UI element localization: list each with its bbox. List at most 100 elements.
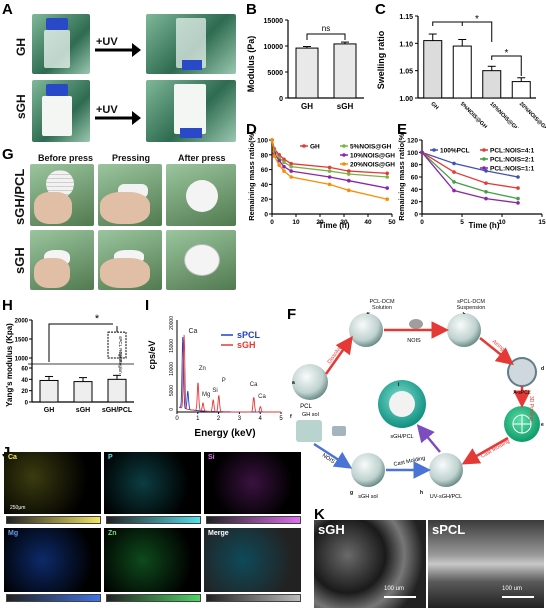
panel-label-i: I	[145, 297, 150, 314]
d-point-0-5	[327, 165, 332, 170]
h-ytick-label-2: 40	[21, 378, 28, 384]
c-xtick-label-2: 10%NOIS@GH	[488, 101, 519, 128]
d-point-0-4	[289, 161, 293, 166]
map-si: Si	[204, 452, 301, 514]
scale-p	[106, 516, 201, 524]
node-h-uvsghpcl	[429, 453, 463, 487]
d-xtick-label-0: 0	[270, 219, 274, 226]
map-merge-label: Merge	[208, 530, 229, 537]
d-point-2-4	[289, 169, 293, 173]
chart-e-ylabel: Remaining mass ratio(%)	[397, 132, 406, 221]
i-xtick-label-3: 3	[238, 416, 242, 422]
arrow-dissolve	[324, 335, 353, 375]
arrow-nois-label: NOIS	[407, 338, 421, 344]
e-point-3-1	[452, 188, 456, 193]
c-bar-2	[482, 70, 502, 99]
arrow-airing-label: Airing	[491, 339, 506, 353]
h-ytick-label-4: 1000	[15, 357, 29, 363]
node-g-letter: g	[350, 490, 353, 496]
i-xtick-label-4: 4	[259, 416, 263, 422]
arrow-purple	[416, 424, 441, 453]
d-legend-label-2: 10%NOIS@GH	[350, 153, 395, 160]
e-point-3-0	[420, 150, 424, 155]
h-annot-spcl: sPCL Region	[118, 336, 123, 363]
d-point-0-7	[385, 171, 389, 176]
d-xtick-label-1: 10	[292, 219, 300, 226]
map-zn-label: Zn	[108, 530, 117, 537]
d-point-0-3	[282, 157, 286, 162]
e-point-3-3	[516, 201, 520, 205]
c-ytick-label-2: 1.10	[399, 41, 413, 48]
col-label-after: After press	[178, 153, 226, 163]
panel-label-a: A	[2, 1, 13, 18]
d-ytick-label-0: 0	[264, 212, 268, 219]
col-label-pressing: Pressing	[112, 153, 151, 163]
node-g-sghsol	[351, 453, 385, 487]
e-ytick-label-2: 40	[411, 187, 419, 194]
sem-sgh-scalebar	[384, 596, 416, 598]
d-point-3-0	[270, 138, 274, 142]
node-f-letter: f	[290, 414, 292, 420]
uv-arrowhead-1	[132, 43, 141, 57]
row-label-sgh-g: sGH	[12, 247, 27, 275]
sem-sgh-scale: 100 um	[384, 586, 405, 592]
e-point-0-2	[484, 169, 488, 173]
panel-label-h: H	[2, 297, 13, 314]
b-ytick-label-0: 0	[279, 96, 283, 103]
node-a-letter: a	[292, 380, 295, 386]
panel-label-b: B	[246, 1, 257, 18]
sem-sgh-label: sGH	[318, 522, 345, 537]
i-legend-label-0: sPCL	[237, 330, 261, 340]
photo-press-3	[166, 164, 236, 226]
i-ytick-label-0: 0	[169, 408, 175, 411]
map-mg-label: Mg	[8, 530, 19, 537]
h-xtick-label-2: sGH/PCL	[102, 407, 133, 414]
photo-sgh-before	[32, 80, 90, 142]
node-b-caption: PCL-DCM Solution	[369, 299, 395, 311]
arrow-noisblue-label: NOIS	[321, 453, 336, 466]
arrow-cast-red	[461, 436, 509, 465]
sgh-vial-icon	[332, 426, 346, 436]
e-ytick-label-4: 80	[411, 162, 419, 169]
c-xtick-label-3: 20%NOIS@GH	[518, 101, 546, 128]
d-xtick-label-5: 50	[388, 219, 396, 226]
b-xtick-label-1: sGH	[337, 102, 354, 111]
chart-i-ylabel: cps/eV	[147, 340, 157, 369]
c-ytick-label-1: 1.05	[399, 69, 413, 76]
e-point-2-3	[516, 196, 520, 201]
arrow-3dprint-label: 3D Printing	[528, 396, 534, 421]
panel-label-c: C	[375, 1, 386, 18]
i-line-0	[178, 336, 281, 413]
d-point-1-6	[347, 172, 351, 176]
h-bar-2	[107, 378, 127, 403]
map-si-label: Si	[208, 454, 215, 461]
d-legend-marker-2	[342, 153, 346, 157]
e-ytick-label-6: 120	[407, 138, 418, 145]
photo-press-1	[30, 164, 94, 226]
panel-label-f: F	[287, 306, 297, 323]
e-point-1-1	[452, 170, 456, 174]
d-point-3-1	[272, 154, 277, 159]
node-d-letter: d	[541, 366, 544, 372]
d-legend-label-3: 20%NOIS@GH	[350, 162, 395, 169]
e-point-2-2	[484, 190, 488, 194]
d-ytick-label-3: 60	[261, 167, 269, 174]
chart-b: Modulus (Pa) 0 5000 10000 15000 GH sGH ns	[246, 18, 364, 111]
e-legend-label-1: PCL:NOIS=4:1	[490, 148, 535, 155]
map-ca-label: Ca	[8, 454, 17, 461]
sem-spcl-scale: 100 um	[502, 586, 523, 592]
i-line-1	[178, 334, 281, 413]
e-xtick-label-3: 15	[538, 219, 546, 226]
e-legend-marker-1	[482, 148, 486, 152]
e-line-2	[421, 151, 519, 200]
e-xtick-label-2: 10	[498, 219, 506, 226]
scale-mg	[6, 594, 101, 602]
b-ytick-label-1: 5000	[267, 70, 283, 77]
map-p: P	[104, 452, 201, 514]
h-sig-bracket	[48, 323, 113, 362]
c-bar-3	[511, 81, 531, 99]
c-bar-1	[452, 45, 472, 99]
c-ytick-label-3: 1.15	[399, 14, 413, 21]
d-ytick-label-5: 100	[257, 138, 268, 145]
h-xtick-label-1: sGH	[76, 407, 90, 414]
